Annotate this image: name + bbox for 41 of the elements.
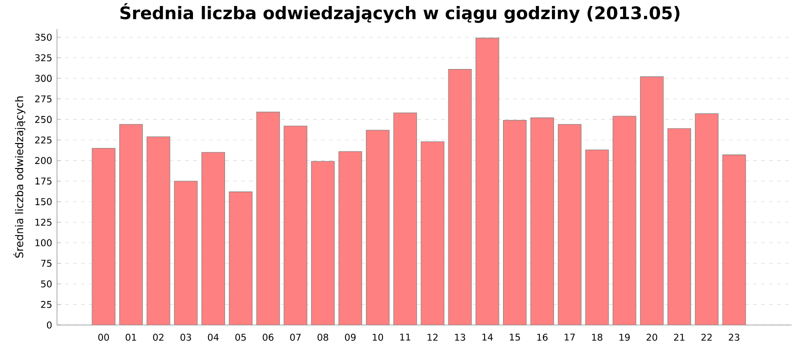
x-tick-label: 18 <box>592 334 602 341</box>
y-tick-label: 0 <box>46 321 52 329</box>
x-tick-label: 07 <box>290 334 301 341</box>
x-tick-label: 02 <box>153 334 164 341</box>
y-tick-label: 50 <box>41 280 52 288</box>
y-tick-label: 75 <box>41 260 52 267</box>
chart-title: Średnia liczba odwiedzających w ciągu godziny (2013.05) <box>120 3 680 23</box>
x-tick-label: 08 <box>318 334 328 341</box>
x-tick-label: 12 <box>428 334 438 341</box>
y-tick-label: 275 <box>35 95 52 102</box>
y-tick-label: 25 <box>41 300 52 308</box>
x-tick-label: 20 <box>646 334 658 341</box>
x-tick-label: 14 <box>482 334 493 341</box>
y-tick-label: 175 <box>36 178 52 185</box>
y-tick-label: 225 <box>35 136 52 144</box>
x-tick-label: 13 <box>455 334 466 341</box>
x-tick-label: 19 <box>620 334 630 341</box>
x-tick-label: 11 <box>400 334 410 341</box>
y-tick-label: 250 <box>35 116 52 123</box>
x-tick-label: 23 <box>728 334 740 341</box>
y-tick-label: 350 <box>35 34 52 41</box>
x-tick-label: 17 <box>564 334 575 341</box>
y-tick-label: 125 <box>36 218 52 226</box>
x-tick-label: 06 <box>262 334 274 341</box>
x-tick-label: 10 <box>372 334 384 341</box>
x-tick-label: 01 <box>126 334 136 341</box>
x-tick-label: 22 <box>701 334 712 341</box>
x-tick-label: 00 <box>98 334 109 341</box>
y-tick-label: 300 <box>35 74 52 82</box>
x-tick-label: 04 <box>208 334 219 341</box>
y-tick-label: 100 <box>36 239 52 246</box>
y-tick-label: 200 <box>35 157 52 164</box>
y-tick-label: 150 <box>36 198 52 206</box>
x-tick-label: 03 <box>180 334 192 341</box>
x-tick-label: 16 <box>537 334 548 341</box>
y-tick-label: 325 <box>35 54 52 62</box>
x-tick-label: 09 <box>344 334 356 341</box>
y-axis-title: Średnia liczba odwiedzających <box>13 96 26 258</box>
x-tick-label: 05 <box>235 334 246 341</box>
x-tick-label: 21 <box>674 334 684 341</box>
x-tick-label: 15 <box>510 334 520 341</box>
